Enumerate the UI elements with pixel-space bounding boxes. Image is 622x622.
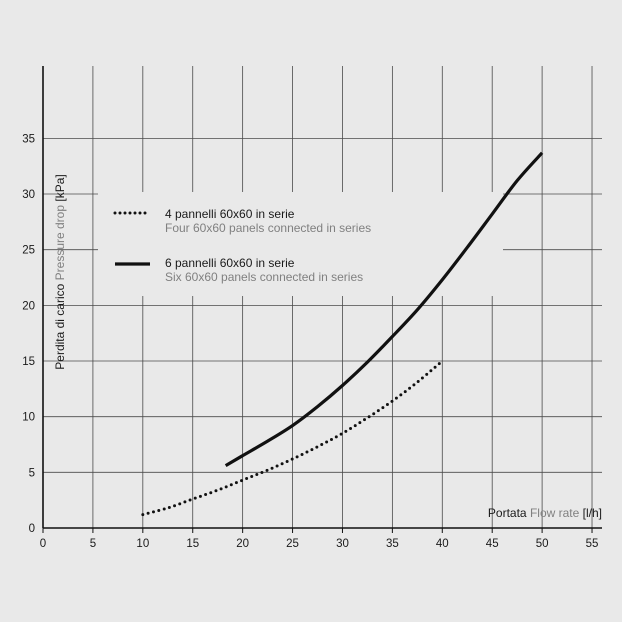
legend: 4 pannelli 60x60 in serie Four 60x60 pan… xyxy=(113,207,371,284)
x-tick-label: 40 xyxy=(436,538,449,550)
x-axis-title-primary: Portata xyxy=(488,506,527,520)
legend-label-1: 4 pannelli 60x60 in serie xyxy=(165,207,295,221)
y-axis-title-secondary: Pressure drop xyxy=(53,205,67,281)
x-tick-label: 45 xyxy=(486,538,499,550)
y-tick-label: 10 xyxy=(22,412,35,424)
x-tick-label: 5 xyxy=(90,538,96,550)
y-axis-title-primary: Perdita di carico xyxy=(53,283,67,369)
y-tick-label: 25 xyxy=(22,245,35,257)
legend-label-2: 6 pannelli 60x60 in serie xyxy=(165,256,295,270)
y-tick-label: 5 xyxy=(29,467,35,479)
legend-sublabel-2: Six 60x60 panels connected in series xyxy=(165,270,363,284)
grid xyxy=(43,66,602,528)
x-tick-label: 10 xyxy=(136,538,149,550)
series-line-4-panels xyxy=(141,359,444,517)
y-tick-label: 20 xyxy=(22,300,35,312)
y-axis-title: Perdita di carico Pressure drop [kPa] xyxy=(53,174,67,369)
x-tick-label: 35 xyxy=(386,538,399,550)
x-tick-label: 50 xyxy=(536,538,549,550)
series-lines xyxy=(141,151,544,517)
y-tick-label: 0 xyxy=(29,523,35,535)
x-tick-label: 55 xyxy=(586,538,599,550)
series-line-6-panels xyxy=(224,151,544,468)
x-tick-label: 0 xyxy=(40,538,46,550)
legend-box xyxy=(98,192,503,296)
y-axis-title-unit: [kPa] xyxy=(53,174,67,201)
x-axis-title-unit: [l/h] xyxy=(583,506,602,520)
axes xyxy=(42,66,602,529)
x-tick-label: 20 xyxy=(236,538,249,550)
x-tick-label: 30 xyxy=(336,538,349,550)
x-axis-title-secondary: Flow rate xyxy=(530,506,580,520)
y-tick-label: 30 xyxy=(22,189,35,201)
x-axis-title: Portata Flow rate [l/h] xyxy=(488,506,602,520)
y-tick-label: 35 xyxy=(22,133,35,145)
tick-labels: 0 5 10 15 20 25 30 35 40 45 50 55 0 5 10 15 20 25 30 35 xyxy=(22,133,598,550)
x-tick-label: 15 xyxy=(186,538,199,550)
legend-sublabel-1: Four 60x60 panels connected in series xyxy=(165,221,371,235)
x-tick-label: 25 xyxy=(286,538,299,550)
y-tick-label: 15 xyxy=(22,356,35,368)
legend-background xyxy=(98,192,503,296)
